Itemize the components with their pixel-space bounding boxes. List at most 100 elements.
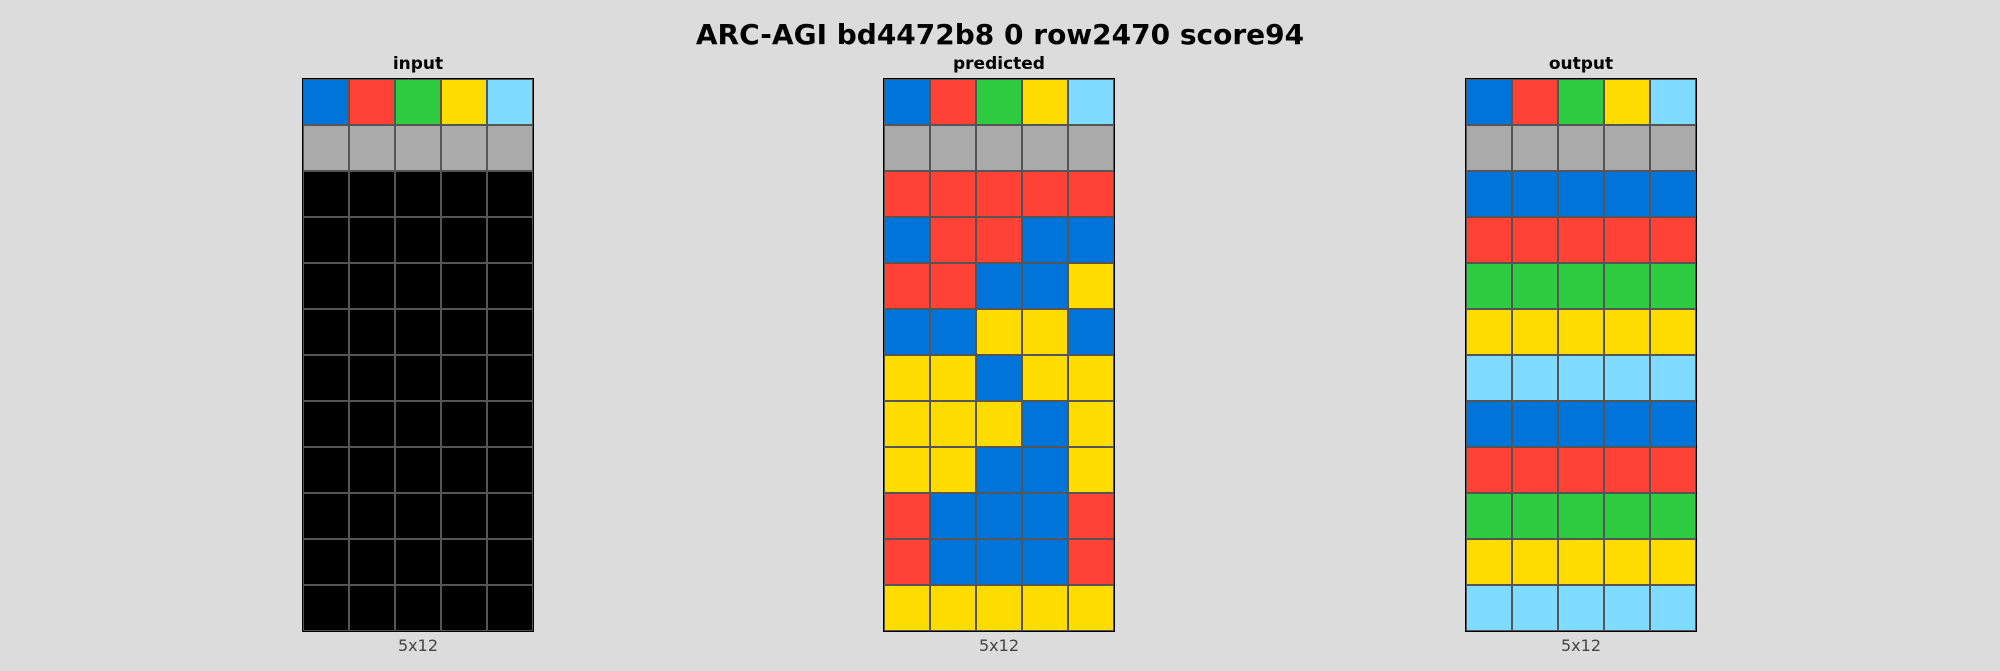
- grid-cell: [1512, 447, 1558, 493]
- grid-cell: [1022, 493, 1068, 539]
- grid-cell: [349, 217, 395, 263]
- panel-label: input: [392, 54, 444, 74]
- grid-cell: [1558, 355, 1604, 401]
- grid-cell: [1068, 125, 1114, 171]
- grid-cell: [487, 585, 533, 631]
- grid-cell: [1650, 125, 1696, 171]
- grid-cell: [930, 539, 976, 585]
- grid-cell: [884, 493, 930, 539]
- grid-cell: [487, 263, 533, 309]
- grid-cell: [1604, 309, 1650, 355]
- grid-cell: [884, 125, 930, 171]
- grid-cell: [1022, 309, 1068, 355]
- grid-cell: [303, 447, 349, 493]
- grid-cell: [1512, 355, 1558, 401]
- grid-cell: [930, 79, 976, 125]
- grid-cell: [1650, 171, 1696, 217]
- grid-cell: [1068, 539, 1114, 585]
- grid-cell: [930, 125, 976, 171]
- grid-cell: [1604, 263, 1650, 309]
- grid-cell: [395, 79, 441, 125]
- grid-cell: [303, 125, 349, 171]
- grid-cell: [349, 585, 395, 631]
- grid-cell: [1558, 585, 1604, 631]
- grid-cell: [487, 217, 533, 263]
- grid-cell: [1022, 539, 1068, 585]
- grid-cell: [1604, 217, 1650, 263]
- grid-cell: [976, 217, 1022, 263]
- grid-cell: [1466, 125, 1512, 171]
- grid-cell: [303, 493, 349, 539]
- grid-cell: [441, 263, 487, 309]
- grid-cell: [930, 447, 976, 493]
- grid-cell: [395, 355, 441, 401]
- grid-cell: [1512, 171, 1558, 217]
- grid-cell: [976, 263, 1022, 309]
- grid-cell: [1068, 217, 1114, 263]
- grid-cell: [930, 401, 976, 447]
- grid-cell: [1466, 217, 1512, 263]
- grid-cell: [1650, 539, 1696, 585]
- grid-cell: [1512, 585, 1558, 631]
- grid-cell: [1558, 401, 1604, 447]
- grid-cell: [976, 171, 1022, 217]
- grid-cell: [1068, 401, 1114, 447]
- grid-cell: [976, 493, 1022, 539]
- grid-cell: [395, 493, 441, 539]
- grid-dimensions: 5x12: [978, 636, 1019, 655]
- grid-cell: [1068, 171, 1114, 217]
- grid-cell: [1068, 493, 1114, 539]
- grid-cell: [1512, 125, 1558, 171]
- grid-cell: [884, 447, 930, 493]
- grid-cell: [487, 447, 533, 493]
- grid-cell: [1512, 493, 1558, 539]
- grid-cell: [1558, 79, 1604, 125]
- grid-cell: [349, 171, 395, 217]
- grid-cell: [1604, 539, 1650, 585]
- grid-cell: [349, 447, 395, 493]
- grid-cell: [1512, 263, 1558, 309]
- grid-cell: [1068, 263, 1114, 309]
- grid-cell: [1466, 309, 1512, 355]
- grid-cell: [303, 585, 349, 631]
- grid-cell: [1466, 493, 1512, 539]
- grid-cell: [1650, 493, 1696, 539]
- figure-title: ARC-AGI bd4472b8 0 row2470 score94: [695, 18, 1305, 51]
- grid-cell: [1604, 79, 1650, 125]
- grid-cell: [487, 539, 533, 585]
- grid-cell: [1650, 309, 1696, 355]
- grid-cell: [395, 309, 441, 355]
- grid-cell: [1512, 79, 1558, 125]
- grid-cell: [1650, 355, 1696, 401]
- grid-cell: [441, 79, 487, 125]
- grid-cell: [1068, 79, 1114, 125]
- grid-cell: [395, 401, 441, 447]
- grid-cell: [1466, 539, 1512, 585]
- grid-cell: [1022, 171, 1068, 217]
- grid-cell: [1022, 355, 1068, 401]
- grid-cell: [884, 217, 930, 263]
- grid-cell: [303, 401, 349, 447]
- grid-cell: [1022, 585, 1068, 631]
- grid-cell: [1558, 493, 1604, 539]
- input-panel: input 5x12: [298, 50, 538, 655]
- grid-cell: [441, 125, 487, 171]
- grid-cell: [1022, 125, 1068, 171]
- grid-cell: [976, 539, 1022, 585]
- grid-cell: [1022, 263, 1068, 309]
- grid-cell: [441, 171, 487, 217]
- grid-cell: [303, 539, 349, 585]
- grid-cell: [884, 401, 930, 447]
- grid-cell: [884, 263, 930, 309]
- grid-cell: [1650, 79, 1696, 125]
- grid-cell: [1466, 401, 1512, 447]
- grid-cell: [395, 171, 441, 217]
- predicted-grid: [883, 78, 1115, 632]
- grid-cell: [303, 355, 349, 401]
- grid-cell: [349, 263, 395, 309]
- grid-cell: [303, 217, 349, 263]
- grid-cell: [441, 585, 487, 631]
- grid-cell: [441, 401, 487, 447]
- grid-cell: [1558, 539, 1604, 585]
- grid-cell: [441, 539, 487, 585]
